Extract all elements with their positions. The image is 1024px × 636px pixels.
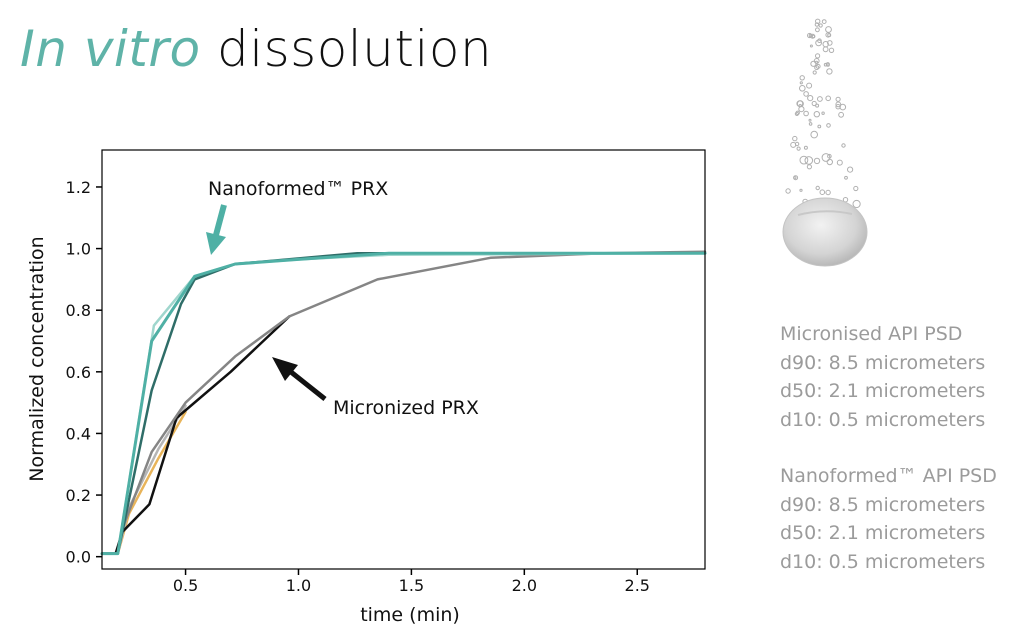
dissolution-line-chart: 0.5 1.0 1.5 2.0 2.5 0.0 0.2 0.4 0.6 0.8 1.0 1.2 ti… bbox=[26, 149, 707, 626]
y-tick-label: 0.8 bbox=[66, 301, 91, 320]
x-tick-label: 1.5 bbox=[399, 576, 424, 595]
series-line-3 bbox=[100, 315, 291, 555]
y-axis-label: Normalized concentration bbox=[26, 236, 48, 481]
plot-lines bbox=[100, 250, 707, 556]
micronised-psd-d10: d10: 0.5 micrometers bbox=[780, 408, 986, 431]
y-tick-label: 0.2 bbox=[66, 486, 91, 505]
x-tick-label: 2.0 bbox=[512, 576, 537, 595]
nanoformed-psd-d50: d50: 2.1 micrometers bbox=[780, 522, 986, 544]
micronised-psd-d90: d90: 8.5 micrometers bbox=[780, 351, 986, 374]
nanoformed-arrow bbox=[206, 204, 227, 255]
micronised-psd-info: Micronised API PSD d90: 8.5 micrometers … bbox=[780, 320, 985, 434]
x-axis: 0.5 1.0 1.5 2.0 2.5 bbox=[173, 569, 650, 595]
micronized-arrow bbox=[272, 357, 327, 401]
x-axis-label: time (min) bbox=[360, 604, 460, 626]
plot-frame bbox=[101, 149, 706, 570]
y-axis: 0.0 0.2 0.4 0.6 0.8 1.0 1.2 bbox=[66, 178, 102, 567]
micronized-annotation: Micronized PRX bbox=[333, 397, 479, 419]
nanoformed-annotation: Nanoformed™ PRX bbox=[208, 178, 388, 200]
page-title: In vitro dissolution bbox=[20, 20, 492, 78]
y-tick-label: 0.6 bbox=[66, 363, 91, 382]
x-tick-label: 2.5 bbox=[625, 576, 650, 595]
micronised-psd-heading: Micronised API PSD bbox=[780, 323, 963, 345]
y-tick-label: 1.2 bbox=[66, 178, 91, 197]
page-title-rest: dissolution bbox=[216, 20, 493, 78]
nanoformed-psd-d90: d90: 8.5 micrometers bbox=[780, 493, 986, 516]
y-tick-label: 1.0 bbox=[66, 240, 91, 259]
series-line-7 bbox=[100, 251, 707, 556]
y-tick-label: 0.4 bbox=[66, 424, 91, 443]
micronised-psd-d50: d50: 2.1 micrometers bbox=[780, 380, 986, 402]
nanoformed-psd-info: Nanoformed™ API PSD d90: 8.5 micrometers… bbox=[780, 462, 997, 576]
nanoformed-psd-heading: Nanoformed™ API PSD bbox=[780, 465, 997, 487]
nanoformed-psd-d10: d10: 0.5 micrometers bbox=[780, 550, 986, 573]
effervescent-tablet-image bbox=[782, 18, 868, 267]
y-tick-label: 0.0 bbox=[66, 548, 91, 567]
page-title-accent: In vitro bbox=[20, 20, 201, 78]
x-tick-label: 1.0 bbox=[286, 576, 311, 595]
x-tick-label: 0.5 bbox=[173, 576, 198, 595]
